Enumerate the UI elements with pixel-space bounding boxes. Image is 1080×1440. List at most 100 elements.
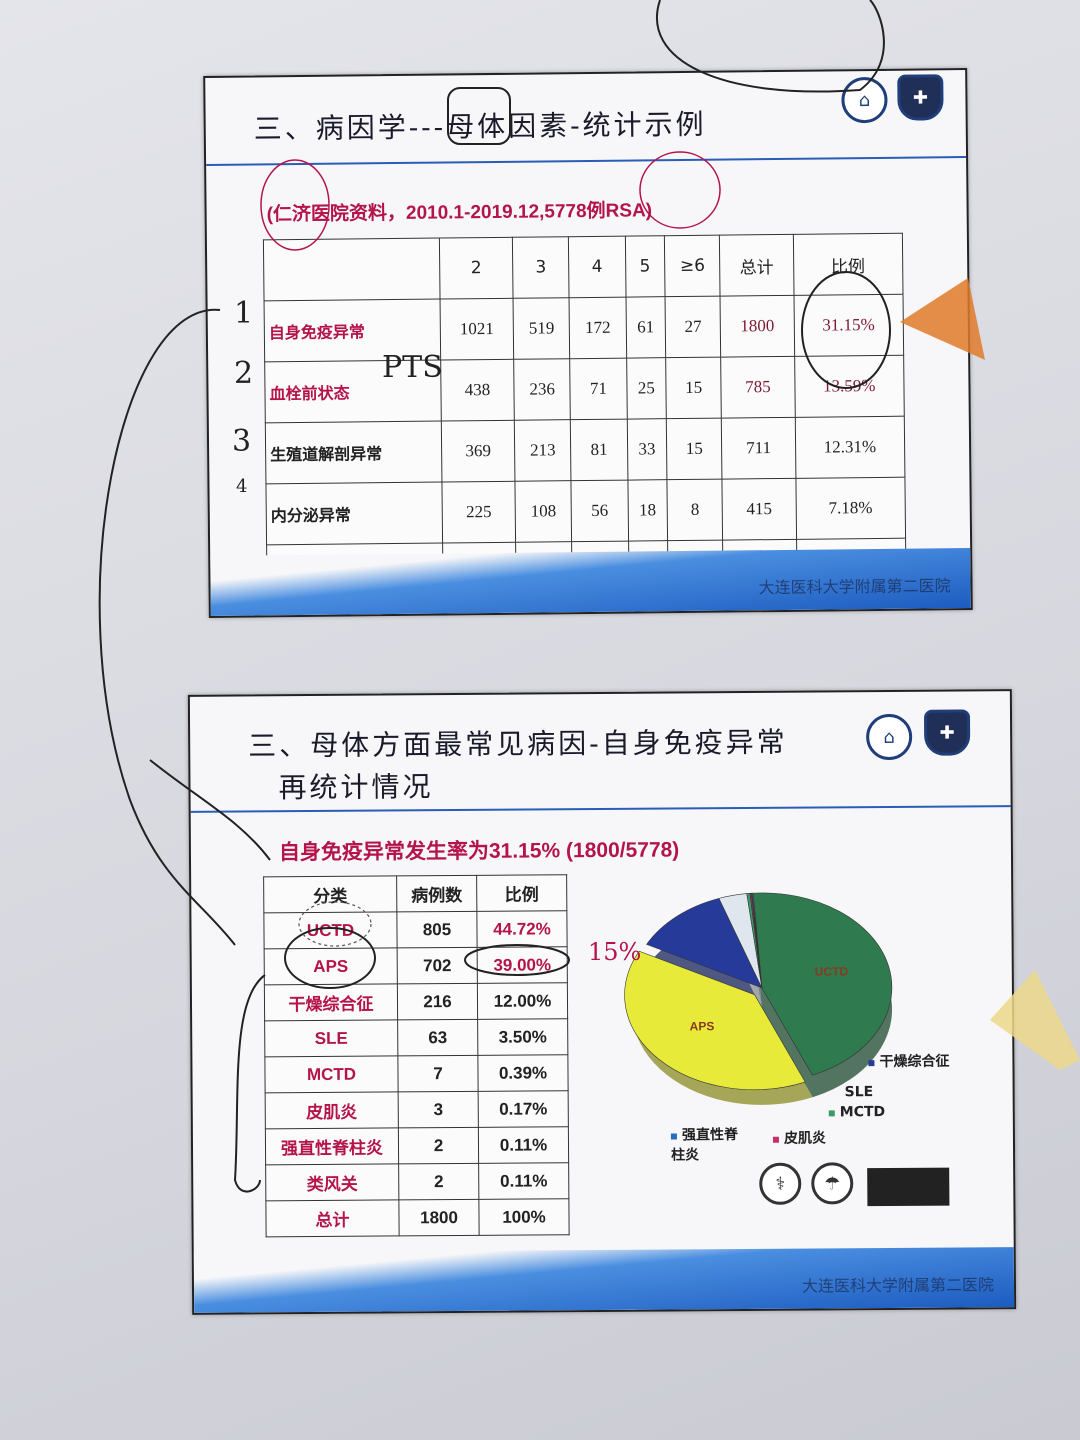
cell: 15 — [666, 418, 723, 480]
row-label: 干燥综合征 — [264, 983, 398, 1021]
cell: 805 — [396, 911, 478, 948]
cell: 63 — [397, 1019, 478, 1056]
legend-label: MCTD — [839, 1104, 886, 1121]
hospital-shield-logo: ✚ — [923, 709, 971, 756]
cell: 25 — [626, 357, 667, 420]
cell: 2 — [398, 1127, 479, 1164]
col-header: 分类 — [263, 875, 397, 913]
pie-slice-类风关 — [751, 892, 763, 988]
row-label: 强直性脊柱炎 — [265, 1127, 399, 1165]
row-label: APS — [264, 947, 398, 985]
cell: 71 — [569, 358, 627, 420]
cell: 415 — [722, 478, 797, 541]
cell: 785 — [721, 356, 795, 419]
slide-1-subtitle: (仁济医院资料，2010.1-2019.12,5778例RSA) — [266, 200, 653, 226]
table-row: 自身免疫异常 1021 519 172 61 27 1800 31.15% — [264, 294, 904, 362]
slide-2-subtitle: 自身免疫异常发生率为31.15% (1800/5778) — [278, 838, 680, 865]
col-header: 总计 — [719, 234, 794, 297]
pie-slice-label: APS — [690, 1019, 715, 1033]
seal-logo: ☂ — [811, 1162, 854, 1205]
cell: 711 — [721, 417, 796, 480]
hospital-shield-logo: ✚ — [897, 74, 944, 121]
table-row: 生殖道解剖异常 369 213 81 33 15 711 12.31% — [265, 416, 905, 484]
cell: 369 — [441, 420, 515, 483]
legend-label: 强直性脊柱炎 — [671, 1127, 738, 1164]
cell: 12.31% — [794, 416, 905, 479]
cell: 1021 — [440, 298, 514, 361]
row-label: 生殖道解剖异常 — [265, 421, 442, 484]
cell: 81 — [570, 419, 628, 481]
seal-logo: ⚕ — [759, 1162, 802, 1205]
cell: 519 — [513, 297, 570, 360]
cell: 7 — [397, 1055, 479, 1092]
pie-slice-干燥综合征 — [646, 898, 763, 989]
slide-2-title-line2: 再统计情况 — [278, 770, 434, 805]
legend-label: SLE — [844, 1084, 874, 1101]
slide-1-title: 三、病因学---母体因素-统计示例 — [253, 107, 707, 146]
cell: 3 — [398, 1091, 479, 1128]
pie-slice-APS — [624, 950, 806, 1090]
cell: 8 — [666, 479, 724, 541]
footer-text: 大连医科大学附属第二医院 — [801, 1275, 995, 1296]
slide-2: 三、母体方面最常见病因-自身免疫异常 再统计情况 ⌂ ✚ 自身免疫异常发生率为3… — [187, 689, 1017, 1315]
autoimmune-table: 分类 病例数 比例 UCTD 805 44.72% APS 702 39.00% 干燥综… — [263, 874, 570, 1238]
legend-item: 强直性脊柱炎 — [670, 1125, 741, 1165]
cell: 44.72% — [476, 910, 568, 948]
cell: 236 — [513, 358, 571, 421]
slide-1: 三、病因学---母体因素-统计示例 ⌂ ✚ (仁济医院资料，2010.1-201… — [203, 68, 973, 618]
cell: 18 — [627, 479, 668, 542]
autoimmune-pie-chart: UCTD APS — [624, 892, 893, 1105]
row-label: 总计 — [265, 1199, 400, 1237]
university-logo: ⌂ — [841, 76, 888, 124]
table-row: UCTD 805 44.72% — [263, 910, 568, 949]
col-header: 3 — [512, 236, 570, 299]
cell: 61 — [625, 296, 666, 359]
legend-item: MCTD — [828, 1102, 886, 1122]
table-row: SLE 63 3.50% — [264, 1018, 568, 1057]
cell: 0.17% — [478, 1090, 569, 1128]
col-header: ≥6 — [664, 235, 721, 297]
pie-slice-UCTD — [752, 892, 893, 1076]
title-rule — [190, 805, 1011, 813]
col-header: 5 — [624, 235, 666, 298]
row-label: 皮肌炎 — [265, 1091, 399, 1129]
table-row: 血栓前状态 438 236 71 25 15 785 13.59% — [264, 355, 905, 423]
corner-cell — [263, 238, 441, 301]
table-row: 内分泌异常 225 108 56 18 8 415 7.18% — [265, 477, 906, 545]
cell: 3.50% — [477, 1018, 568, 1056]
cell: 39.00% — [477, 946, 568, 984]
cell: 1800 — [720, 295, 795, 358]
table-header-row: 2 3 4 5 ≥6 总计 比例 — [263, 233, 904, 301]
cell: 213 — [514, 419, 572, 482]
cell: 33 — [626, 418, 667, 481]
slide-1-footer: 大连医科大学附属第二医院 — [210, 548, 971, 616]
legend-item: SLE — [845, 1082, 874, 1102]
legend-item: 皮肌炎 — [772, 1128, 826, 1148]
cell: 216 — [397, 983, 478, 1020]
legend-label: 干燥综合征 — [879, 1053, 950, 1071]
col-header: 比例 — [792, 233, 904, 296]
university-logo: ⌂ — [865, 713, 913, 761]
table-row: 强直性脊柱炎 2 0.11% — [265, 1126, 569, 1165]
handwritten-note-pts: PTS — [382, 350, 443, 385]
handwritten-number: 4 — [236, 476, 248, 497]
legend-item: 干燥综合征 — [868, 1052, 949, 1073]
row-label: UCTD — [263, 911, 398, 949]
table-row: 皮肌炎 3 0.17% — [265, 1090, 569, 1129]
table-row: 干燥综合征 216 12.00% — [264, 982, 568, 1021]
cell: 0.11% — [478, 1162, 569, 1200]
cell: 12.00% — [477, 982, 568, 1020]
cell: 15 — [665, 357, 722, 419]
col-header: 比例 — [476, 874, 567, 912]
title-rule — [206, 156, 967, 166]
table-total-row: 总计 1800 100% — [265, 1198, 570, 1237]
table-header-row: 分类 病例数 比例 — [263, 874, 567, 913]
handwritten-note-percent: 15% — [588, 938, 642, 966]
table-row: APS 702 39.00% — [264, 946, 568, 985]
redacted-logo — [867, 1167, 950, 1207]
table-row: MCTD 7 0.39% — [264, 1054, 569, 1093]
handwritten-number: 3 — [232, 424, 252, 459]
cell: 2 — [398, 1163, 479, 1200]
cell: 0.39% — [477, 1054, 569, 1092]
cell: 0.11% — [478, 1126, 569, 1164]
